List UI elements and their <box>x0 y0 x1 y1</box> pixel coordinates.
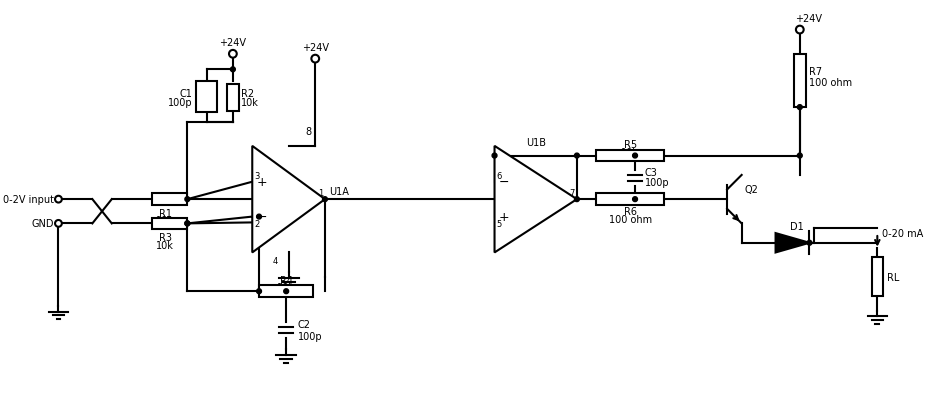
Circle shape <box>55 220 62 227</box>
Text: 0-20 mA: 0-20 mA <box>883 229 923 238</box>
Text: 100p: 100p <box>167 98 192 108</box>
Circle shape <box>185 197 190 202</box>
Circle shape <box>256 215 261 220</box>
Text: D1: D1 <box>790 222 805 232</box>
Bar <box>259 286 314 297</box>
Circle shape <box>284 289 289 294</box>
Circle shape <box>231 68 236 72</box>
Text: 8: 8 <box>305 127 312 137</box>
Circle shape <box>575 197 580 202</box>
Polygon shape <box>775 234 809 253</box>
Text: C3: C3 <box>645 168 657 178</box>
Text: 10k: 10k <box>156 240 174 250</box>
Text: 100 ohm: 100 ohm <box>609 214 652 224</box>
Circle shape <box>312 56 319 63</box>
Text: C1: C1 <box>180 88 192 98</box>
Text: R4: R4 <box>279 275 293 285</box>
Text: −: − <box>499 176 509 189</box>
Text: R5: R5 <box>623 139 636 150</box>
Text: 4: 4 <box>273 256 278 265</box>
Circle shape <box>322 197 328 202</box>
Circle shape <box>185 221 190 226</box>
Circle shape <box>796 27 804 34</box>
Circle shape <box>55 196 62 203</box>
Text: R2: R2 <box>240 88 254 98</box>
Circle shape <box>633 154 637 159</box>
Bar <box>794 55 806 108</box>
Text: R6: R6 <box>624 206 636 216</box>
Polygon shape <box>253 146 325 253</box>
Text: +24V: +24V <box>795 14 822 24</box>
Bar <box>871 258 884 297</box>
Bar <box>597 194 664 205</box>
Text: +24V: +24V <box>302 43 329 53</box>
Text: R1: R1 <box>159 208 172 218</box>
Text: 100p: 100p <box>645 177 670 187</box>
Text: +: + <box>256 176 267 189</box>
Text: 100 ohm: 100 ohm <box>809 78 852 88</box>
Circle shape <box>797 106 802 110</box>
Text: +24V: +24V <box>219 38 246 48</box>
Polygon shape <box>495 146 577 253</box>
Text: C2: C2 <box>297 319 311 329</box>
Bar <box>152 218 187 229</box>
Text: 10k: 10k <box>240 98 258 108</box>
Bar <box>597 151 664 162</box>
Text: −: − <box>256 211 267 224</box>
Circle shape <box>492 154 497 159</box>
Text: 10k: 10k <box>277 283 295 292</box>
Text: 3: 3 <box>255 171 259 180</box>
Text: U1A: U1A <box>329 187 349 197</box>
Text: +: + <box>499 211 509 224</box>
Text: 0-2V input: 0-2V input <box>3 195 53 204</box>
Bar <box>152 194 187 205</box>
Text: RL: RL <box>887 272 900 282</box>
Circle shape <box>575 154 580 159</box>
Text: U1B: U1B <box>525 138 545 148</box>
Text: 6: 6 <box>497 171 502 180</box>
Text: 1: 1 <box>317 189 323 198</box>
Circle shape <box>633 197 637 202</box>
Circle shape <box>229 51 237 58</box>
Bar <box>196 82 218 112</box>
Circle shape <box>808 241 812 245</box>
Text: 7: 7 <box>570 189 575 198</box>
Bar <box>227 85 238 112</box>
Text: R3: R3 <box>159 232 172 243</box>
Text: 10k: 10k <box>156 216 174 226</box>
Text: 100p: 100p <box>297 331 322 341</box>
Text: 5: 5 <box>497 219 502 228</box>
Text: Q2: Q2 <box>745 185 758 195</box>
Circle shape <box>256 289 261 294</box>
Circle shape <box>185 221 190 226</box>
Text: R7: R7 <box>809 67 823 76</box>
Text: 2: 2 <box>255 219 259 228</box>
Text: GND: GND <box>31 219 53 229</box>
Text: 10k: 10k <box>621 147 639 157</box>
Circle shape <box>797 154 802 159</box>
